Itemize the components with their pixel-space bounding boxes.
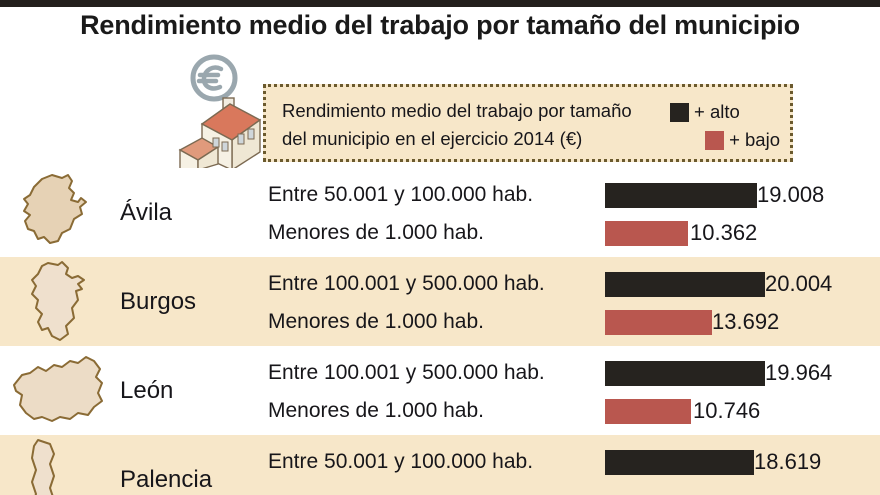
province-bars: Entre 100.001 y 500.000 hab. 20.004 Meno…	[268, 257, 880, 346]
bar-category-label: Entre 100.001 y 500.000 hab.	[268, 272, 545, 295]
map-palencia-icon	[8, 438, 116, 495]
province-name: León	[120, 376, 174, 404]
bar-track	[605, 221, 688, 246]
bar-fill-high	[605, 272, 765, 297]
legend-box: Rendimiento medio del trabajo por tamaño…	[263, 84, 793, 162]
bar-line: Menores de 1.000 hab. 13.692	[268, 304, 880, 340]
province-bars: Entre 100.001 y 500.000 hab. 19.964 Meno…	[268, 346, 880, 435]
bar-track	[605, 310, 712, 335]
bar-value-label: 10.362	[690, 220, 758, 245]
province-name: Ávila	[120, 198, 173, 226]
legend-key-high: + alto	[670, 98, 780, 126]
top-rule-divider	[0, 0, 880, 7]
bar-fill-low	[605, 310, 712, 335]
bar-value-label: 19.964	[765, 360, 833, 385]
legend-swatch-high	[670, 102, 689, 122]
bar-fill-high	[605, 183, 757, 208]
legend-key-low: + bajo	[670, 126, 780, 154]
table-row: Burgos Entre 100.001 y 500.000 hab. 20.0…	[0, 257, 880, 346]
legend-label-low: + bajo	[729, 129, 780, 150]
map-burgos-icon	[8, 260, 116, 344]
bar-track	[605, 183, 757, 208]
legend-description-line1: Rendimiento medio del trabajo por tamaño	[282, 100, 632, 121]
bar-value-label: 19.008	[757, 182, 825, 207]
bar-line: Entre 100.001 y 500.000 hab. 20.004	[268, 266, 880, 302]
page-title: Rendimiento medio del trabajo por tamaño…	[80, 10, 800, 40]
bar-track	[605, 272, 765, 297]
bar-line: Entre 50.001 y 100.000 hab. 18.619	[268, 444, 880, 480]
bar-value-label: 18.619	[754, 449, 822, 474]
table-row: León Entre 100.001 y 500.000 hab. 19.964…	[0, 346, 880, 435]
legend-description: Rendimiento medio del trabajo por tamaño…	[282, 97, 682, 153]
province-name: Palencia	[120, 465, 213, 493]
bar-value-label: 10.746	[693, 398, 761, 423]
bar-value-label: 20.004	[765, 271, 833, 296]
house-euro-smoke-icon	[172, 52, 284, 172]
bar-fill-high	[605, 361, 765, 386]
bar-category-label: Entre 50.001 y 100.000 hab.	[268, 183, 534, 206]
bar-line: Menores de 1.000 hab. 10.746	[268, 393, 880, 429]
bar-value-label: 13.692	[712, 309, 780, 334]
bar-category-label: Entre 100.001 y 500.000 hab.	[268, 361, 545, 384]
table-row: Ávila Entre 50.001 y 100.000 hab. 19.008…	[0, 168, 880, 257]
bar-line: Menores de 1.000 hab. 10.362	[268, 215, 880, 251]
map-leon-icon	[8, 349, 116, 433]
bar-track	[605, 450, 754, 475]
bar-category-label: Menores de 1.000 hab.	[268, 399, 484, 422]
province-bars: Entre 50.001 y 100.000 hab. 18.619	[268, 435, 880, 495]
bar-category-label: Entre 50.001 y 100.000 hab.	[268, 450, 534, 473]
bar-category-label: Menores de 1.000 hab.	[268, 221, 484, 244]
legend-label-high: + alto	[694, 101, 740, 122]
table-row: Palencia Entre 50.001 y 100.000 hab. 18.…	[0, 435, 880, 495]
province-bars: Entre 50.001 y 100.000 hab. 19.008 Menor…	[268, 168, 880, 257]
legend-keys: + alto + bajo	[670, 98, 780, 154]
bar-fill-low	[605, 399, 691, 424]
province-rows: Ávila Entre 50.001 y 100.000 hab. 19.008…	[0, 168, 880, 495]
legend-description-line2: del municipio en el ejercicio 2014 (€)	[282, 128, 583, 149]
bar-track	[605, 361, 765, 386]
bar-fill-high	[605, 450, 754, 475]
bar-line: Entre 50.001 y 100.000 hab. 19.008	[268, 177, 880, 213]
bar-track	[605, 399, 691, 424]
bar-line: Entre 100.001 y 500.000 hab. 19.964	[268, 355, 880, 391]
bar-category-label: Menores de 1.000 hab.	[268, 310, 484, 333]
map-avila-icon	[8, 171, 116, 255]
province-name: Burgos	[120, 287, 197, 315]
bar-fill-low	[605, 221, 688, 246]
legend-swatch-low	[705, 130, 725, 150]
